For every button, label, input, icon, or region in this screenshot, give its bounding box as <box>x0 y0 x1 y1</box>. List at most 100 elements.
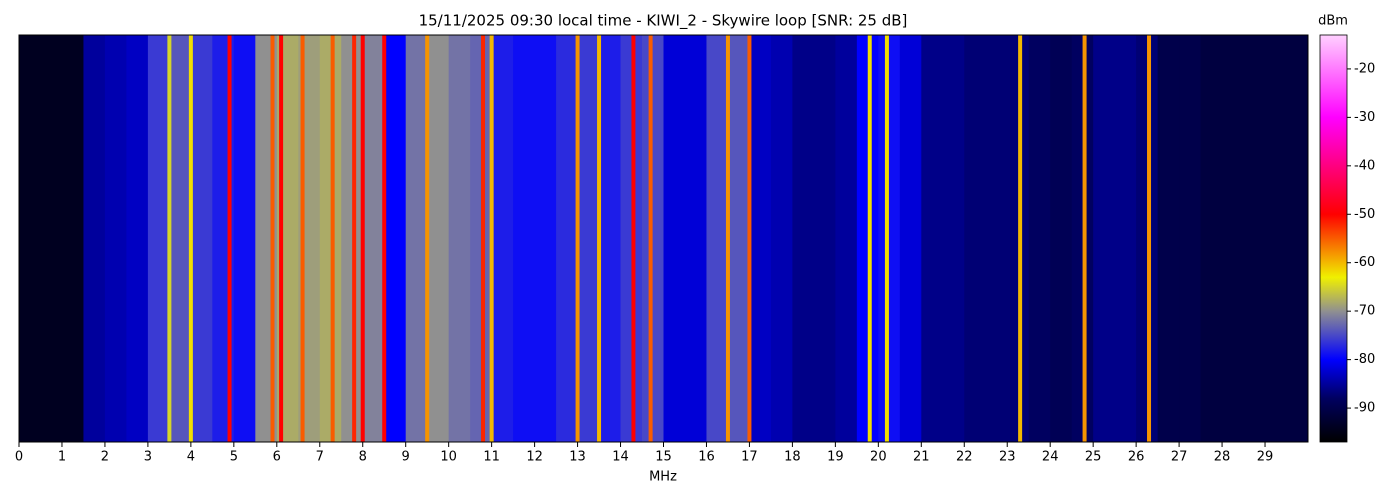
carrier <box>1147 35 1152 442</box>
spectrum-bin <box>706 35 729 442</box>
carrier <box>352 35 357 442</box>
colorbar-tick-label: -20 <box>1354 61 1375 76</box>
x-tick-label: 6 <box>273 450 281 465</box>
spectrum-bin <box>513 35 536 442</box>
carrier <box>227 35 232 442</box>
x-tick-label: 3 <box>144 450 152 465</box>
carrier <box>597 35 602 442</box>
x-tick-label: 12 <box>526 450 543 465</box>
spectrum-bin <box>813 35 836 442</box>
colorbar-tick-label: -80 <box>1354 352 1375 367</box>
x-tick-label: 27 <box>1171 450 1188 465</box>
spectrum-bin <box>921 35 944 442</box>
x-tick-label: 13 <box>569 450 586 465</box>
x-tick-label: 14 <box>612 450 629 465</box>
x-tick-label: 24 <box>1042 450 1059 465</box>
x-tick-label: 4 <box>187 450 195 465</box>
spectrum-bin <box>190 35 213 442</box>
spectrum-bin <box>534 35 557 442</box>
carrier <box>382 35 387 442</box>
spectrum-bin <box>491 35 514 442</box>
spectrum-bin <box>556 35 579 442</box>
carrier <box>481 35 486 442</box>
carrier <box>300 35 305 442</box>
spectrum-bin <box>684 35 707 442</box>
x-tick-label: 1 <box>58 450 66 465</box>
x-tick-label: 28 <box>1214 450 1231 465</box>
spectrum-bin <box>1157 35 1180 442</box>
carrier <box>279 35 284 442</box>
x-tick-label: 29 <box>1257 450 1274 465</box>
spectrum-bin <box>792 35 815 442</box>
spectrum-bin <box>1222 35 1245 442</box>
x-tick-label: 26 <box>1128 450 1145 465</box>
spectrum-bin <box>964 35 987 442</box>
x-tick-label: 16 <box>698 450 715 465</box>
carrier <box>1018 35 1023 442</box>
spectrum-bin <box>985 35 1008 442</box>
colorbar-label: dBm <box>1318 14 1348 29</box>
spectrum-bin <box>384 35 407 442</box>
spectrum-bin <box>427 35 450 442</box>
spectrum-bin <box>1179 35 1202 442</box>
spectrum-bin <box>61 35 84 442</box>
spectrum-bin <box>147 35 170 442</box>
spectrum-bin <box>1200 35 1223 442</box>
spectrum-bin <box>599 35 622 442</box>
spectrum-bin <box>1286 35 1309 442</box>
x-axis-label: MHz <box>649 470 677 485</box>
carrier <box>867 35 872 442</box>
spectrum-bin <box>104 35 127 442</box>
carrier <box>270 35 275 442</box>
carrier <box>631 35 636 442</box>
spectrum-bin <box>405 35 428 442</box>
spectrum-bin <box>727 35 750 442</box>
spectrum-bin <box>835 35 858 442</box>
x-tick-label: 18 <box>784 450 801 465</box>
spectrum-bin <box>19 35 41 442</box>
carrier <box>725 35 730 442</box>
x-tick-label: 23 <box>999 450 1016 465</box>
spectrum-bin <box>1093 35 1116 442</box>
colorbar-tick-label: -70 <box>1354 304 1375 319</box>
x-tick-label: 8 <box>359 450 367 465</box>
spectrum-bin <box>362 35 385 442</box>
colorbar-tick-label: -90 <box>1354 401 1375 416</box>
spectrum-bin <box>899 35 922 442</box>
carrier <box>747 35 752 442</box>
x-tick-label: 10 <box>440 450 457 465</box>
x-tick-label: 21 <box>913 450 930 465</box>
colorbar-tick-label: -30 <box>1354 110 1375 125</box>
spectrum-bin <box>1050 35 1073 442</box>
spectrum-bin <box>126 35 149 442</box>
x-tick-label: 5 <box>230 450 238 465</box>
carrier <box>489 35 494 442</box>
x-tick-label: 11 <box>483 450 500 465</box>
x-tick-label: 7 <box>316 450 324 465</box>
x-tick-label: 17 <box>741 450 758 465</box>
carrier <box>1082 35 1087 442</box>
spectrum-bin <box>83 35 106 442</box>
carrier <box>648 35 653 442</box>
colorbar-tick-label: -60 <box>1354 255 1375 270</box>
spectrum-bin <box>749 35 772 442</box>
colorbar-tick-label: -40 <box>1354 158 1375 173</box>
spectrum-bin <box>1265 35 1288 442</box>
colorbar <box>1319 34 1348 443</box>
carrier <box>425 35 430 442</box>
spectrum-bin <box>40 35 63 442</box>
spectrum-bin <box>169 35 192 442</box>
carrier <box>360 35 365 442</box>
spectrum-bin <box>663 35 686 442</box>
spectrum-bin <box>770 35 793 442</box>
spectrum-bin <box>642 35 664 442</box>
carrier <box>330 35 335 442</box>
x-tick-label: 22 <box>956 450 973 465</box>
spectrum-bin <box>942 35 965 442</box>
carrier <box>884 35 889 442</box>
carrier <box>575 35 580 442</box>
spectrum-bin <box>448 35 471 442</box>
x-tick-label: 20 <box>870 450 887 465</box>
spectrum-bin <box>878 35 901 442</box>
